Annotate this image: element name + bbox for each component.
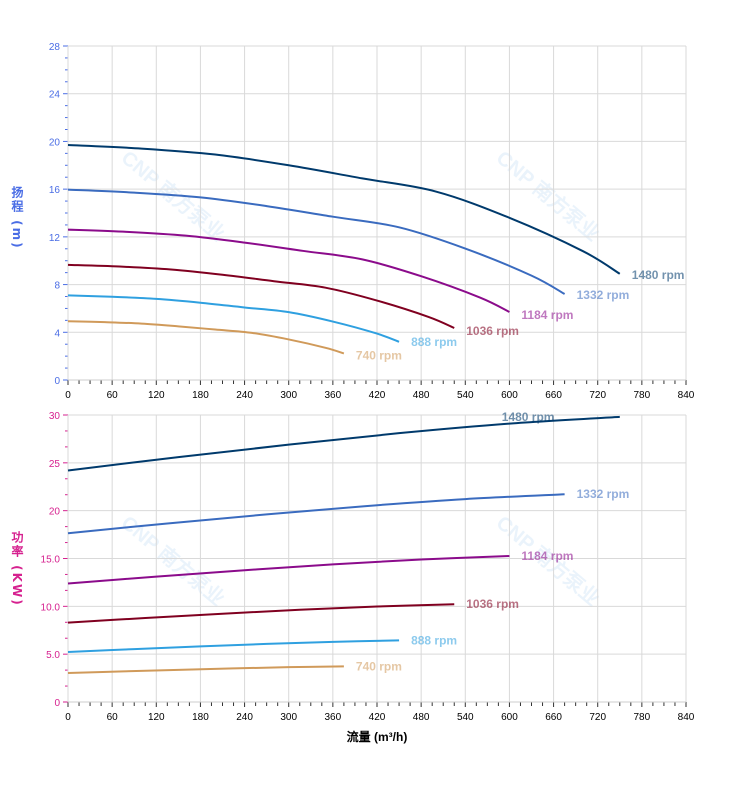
y-tick-label: 16 xyxy=(49,185,61,196)
series-line-1480-rpm xyxy=(67,144,621,275)
y-tick-label: 25 xyxy=(49,459,61,470)
x-tick-label: 240 xyxy=(236,712,253,723)
x-tick-label: 360 xyxy=(325,390,342,401)
x-tick-label: 420 xyxy=(369,712,386,723)
series-label: 1036 rpm xyxy=(466,324,519,338)
x-tick-label: 240 xyxy=(236,390,253,401)
series-line-888-rpm xyxy=(67,639,400,653)
series-label: 888 rpm xyxy=(411,633,457,647)
series-line-1332-rpm xyxy=(67,493,565,535)
y-tick-label: 24 xyxy=(49,90,61,101)
series-line-1480-rpm xyxy=(67,415,620,472)
y-tick-label: 4 xyxy=(54,328,60,339)
y-tick-label: 5.0 xyxy=(46,650,60,661)
x-tick-label: 660 xyxy=(545,390,562,401)
x-tick-label: 540 xyxy=(457,390,474,401)
x-axis-label: 流量 (m³/h) xyxy=(347,729,408,744)
x-tick-label: 840 xyxy=(678,390,695,401)
series-line-1184-rpm xyxy=(67,555,510,585)
x-tick-label: 60 xyxy=(107,712,119,723)
x-tick-label: 360 xyxy=(325,712,342,723)
y-tick-label: 15.0 xyxy=(41,555,61,566)
power-axis-label: 功率 (KW) xyxy=(10,531,24,607)
x-tick-label: 300 xyxy=(280,390,297,401)
x-tick-label: 720 xyxy=(589,390,606,401)
x-tick-label: 60 xyxy=(107,390,119,401)
y-tick-label: 10.0 xyxy=(41,602,61,613)
watermark-logo: CNP 南方泵业 xyxy=(492,145,605,245)
y-tick-label: 12 xyxy=(49,233,61,244)
x-tick-label: 0 xyxy=(65,390,71,401)
y-tick-label: 0 xyxy=(54,376,60,387)
series-line-1036-rpm xyxy=(67,603,455,624)
x-tick-label: 0 xyxy=(65,712,71,723)
y-tick-label: 28 xyxy=(49,42,61,53)
x-tick-label: 120 xyxy=(148,712,165,723)
series-line-740-rpm xyxy=(67,665,344,675)
x-tick-label: 480 xyxy=(413,390,430,401)
x-tick-label: 780 xyxy=(634,390,651,401)
x-tick-label: 720 xyxy=(589,712,606,723)
series-label: 1480 rpm xyxy=(632,268,685,282)
series-label: 1332 rpm xyxy=(577,487,630,501)
series-label: 740 rpm xyxy=(356,348,402,362)
head-axis-label: 扬程 (m) xyxy=(10,186,24,250)
x-tick-label: 420 xyxy=(369,390,386,401)
y-tick-label: 20 xyxy=(49,507,61,518)
y-tick-label: 30 xyxy=(49,411,61,422)
x-tick-label: 540 xyxy=(457,712,474,723)
series-label: 1480 rpm xyxy=(502,410,555,424)
x-tick-label: 660 xyxy=(545,712,562,723)
x-tick-label: 180 xyxy=(192,712,209,723)
x-tick-label: 780 xyxy=(634,712,651,723)
x-tick-label: 600 xyxy=(501,712,518,723)
x-tick-label: 300 xyxy=(280,712,297,723)
x-tick-label: 840 xyxy=(678,712,695,723)
x-tick-label: 120 xyxy=(148,390,165,401)
y-tick-label: 8 xyxy=(54,281,60,292)
series-label: 888 rpm xyxy=(411,335,457,349)
series-line-740-rpm xyxy=(67,320,345,355)
series-label: 1036 rpm xyxy=(466,597,519,611)
series-line-1036-rpm xyxy=(67,263,455,329)
watermark-logo: CNP 南方泵业 xyxy=(117,510,230,610)
y-tick-label: 20 xyxy=(49,137,61,148)
series-label: 1332 rpm xyxy=(577,288,630,302)
series-line-1332-rpm xyxy=(67,188,566,295)
series-label: 1184 rpm xyxy=(521,549,573,563)
x-tick-label: 480 xyxy=(413,712,430,723)
series-line-888-rpm xyxy=(67,294,400,343)
series-label: 740 rpm xyxy=(356,659,402,673)
series-label: 1184 rpm xyxy=(521,308,573,322)
power-chart: 0 60 120 180 240 300 360 420 480 540 600 660 720 780 8… xyxy=(41,410,695,723)
head-chart: 0 60 120 180 240 300 360 420 480 540 600 660 720 780 8… xyxy=(49,42,695,401)
x-tick-label: 180 xyxy=(192,390,209,401)
y-tick-label: 0 xyxy=(54,698,60,709)
x-tick-label: 600 xyxy=(501,390,518,401)
series-line-1184-rpm xyxy=(67,228,510,313)
